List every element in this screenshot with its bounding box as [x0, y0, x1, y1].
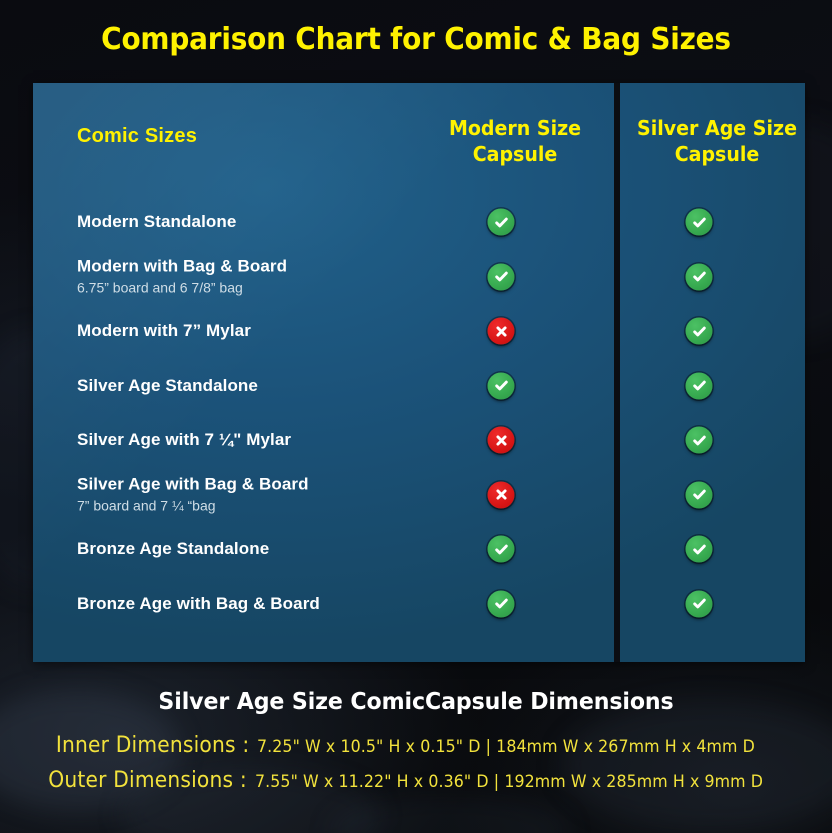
table-cell-silver: [685, 590, 713, 618]
check-circle-icon: [685, 535, 713, 563]
table-row: Modern Standalone: [33, 195, 805, 250]
table-row-label: Silver Age with Bag & Board 7” board and …: [77, 474, 477, 515]
table-row-title: Modern Standalone: [77, 212, 237, 232]
table-cell-modern: [487, 372, 515, 400]
check-circle-icon: [487, 535, 515, 563]
table-cell-modern: [487, 481, 515, 509]
table-row-subtitle: 7” board and 7 ¼ “bag: [77, 497, 216, 514]
table-row-label: Modern Standalone: [77, 212, 477, 232]
table-cell-silver: [685, 372, 713, 400]
table-row-label: Bronze Age with Bag & Board: [77, 594, 477, 614]
table-row: Silver Age Standalone: [33, 359, 805, 414]
outer-dimensions-line: Outer Dimensions : 7.55" W x 11.22" H x …: [0, 768, 832, 793]
table-row: Bronze Age with Bag & Board: [33, 577, 805, 632]
table-row-title: Silver Age Standalone: [77, 375, 258, 395]
check-circle-icon: [685, 208, 713, 236]
table-row-title: Modern with 7” Mylar: [77, 321, 251, 341]
table-row-label: Silver Age with 7 ¼" Mylar: [77, 430, 477, 450]
outer-dimensions-label: Outer Dimensions :: [48, 768, 247, 793]
table-cell-modern: [487, 590, 515, 618]
header-line-2: Capsule: [674, 142, 760, 167]
table-row-label: Modern with Bag & Board 6.75” board and 6…: [77, 256, 477, 297]
table-cell-modern: [487, 208, 515, 236]
table-row: Modern with Bag & Board 6.75” board and 6…: [33, 250, 805, 305]
header-line-2: Capsule: [472, 142, 558, 167]
table-cell-modern: [487, 317, 515, 345]
table-cell-silver: [685, 208, 713, 236]
outer-dimensions-value: 7.55" W x 11.22" H x 0.36" D | 192mm W x…: [254, 772, 763, 792]
table-cell-modern: [487, 426, 515, 454]
table-cell-modern: [487, 535, 515, 563]
table-row: Modern with 7” Mylar: [33, 304, 805, 359]
x-circle-icon: [487, 481, 515, 509]
check-circle-icon: [685, 426, 713, 454]
header-line-1: Silver Age Size: [637, 116, 797, 140]
x-circle-icon: [487, 317, 515, 345]
inner-dimensions-line: Inner Dimensions : 7.25" W x 10.5" H x 0…: [0, 733, 832, 758]
table-row: Silver Age with 7 ¼" Mylar: [33, 413, 805, 468]
table-cell-silver: [685, 317, 713, 345]
check-circle-icon: [685, 481, 713, 509]
table-row-title: Silver Age with Bag & Board: [77, 474, 309, 494]
comparison-table: Comic Sizes Modern Size Capsule Silver A…: [33, 83, 805, 662]
check-circle-icon: [685, 263, 713, 291]
page-title: Comparison Chart for Comic & Bag Sizes: [101, 22, 731, 57]
table-cell-silver: [685, 426, 713, 454]
x-circle-icon: [487, 426, 515, 454]
table-cell-modern: [487, 263, 515, 291]
table-row-title: Bronze Age Standalone: [77, 539, 270, 559]
check-circle-icon: [487, 372, 515, 400]
table-cell-silver: [685, 535, 713, 563]
table-row-label: Silver Age Standalone: [77, 376, 477, 396]
check-circle-icon: [487, 208, 515, 236]
inner-dimensions-value: 7.25" W x 10.5" H x 0.15" D | 184mm W x …: [257, 737, 756, 757]
table-row-title: Silver Age with 7 ¼" Mylar: [77, 430, 292, 450]
column-divider: [614, 83, 620, 662]
table-header-modern-size-capsule: Modern Size Capsule: [420, 115, 610, 168]
table-row: Silver Age with Bag & Board 7” board and …: [33, 468, 805, 523]
check-circle-icon: [487, 590, 515, 618]
table-row: Bronze Age Standalone: [33, 522, 805, 577]
background-texture: [560, 700, 832, 830]
table-header-silver-age-size-capsule: Silver Age Size Capsule: [632, 115, 803, 168]
check-circle-icon: [487, 263, 515, 291]
table-row-subtitle: 6.75” board and 6 7/8” bag: [77, 279, 243, 296]
table-row-label: Bronze Age Standalone: [77, 539, 477, 559]
check-circle-icon: [685, 317, 713, 345]
table-body: Modern Standalone Modern with Bag & Board…: [33, 195, 805, 631]
table-cell-silver: [685, 263, 713, 291]
table-row-label: Modern with 7” Mylar: [77, 321, 477, 341]
inner-dimensions-label: Inner Dimensions :: [55, 733, 250, 758]
table-cell-silver: [685, 481, 713, 509]
footer-title: Silver Age Size ComicCapsule Dimensions: [158, 689, 674, 715]
check-circle-icon: [685, 590, 713, 618]
check-circle-icon: [685, 372, 713, 400]
table-row-title: Modern with Bag & Board: [77, 256, 288, 276]
header-line-1: Modern Size: [448, 116, 582, 140]
background-texture: [330, 795, 570, 833]
table-header-row-label: Comic Sizes: [77, 125, 198, 147]
table-row-title: Bronze Age with Bag & Board: [77, 593, 320, 613]
